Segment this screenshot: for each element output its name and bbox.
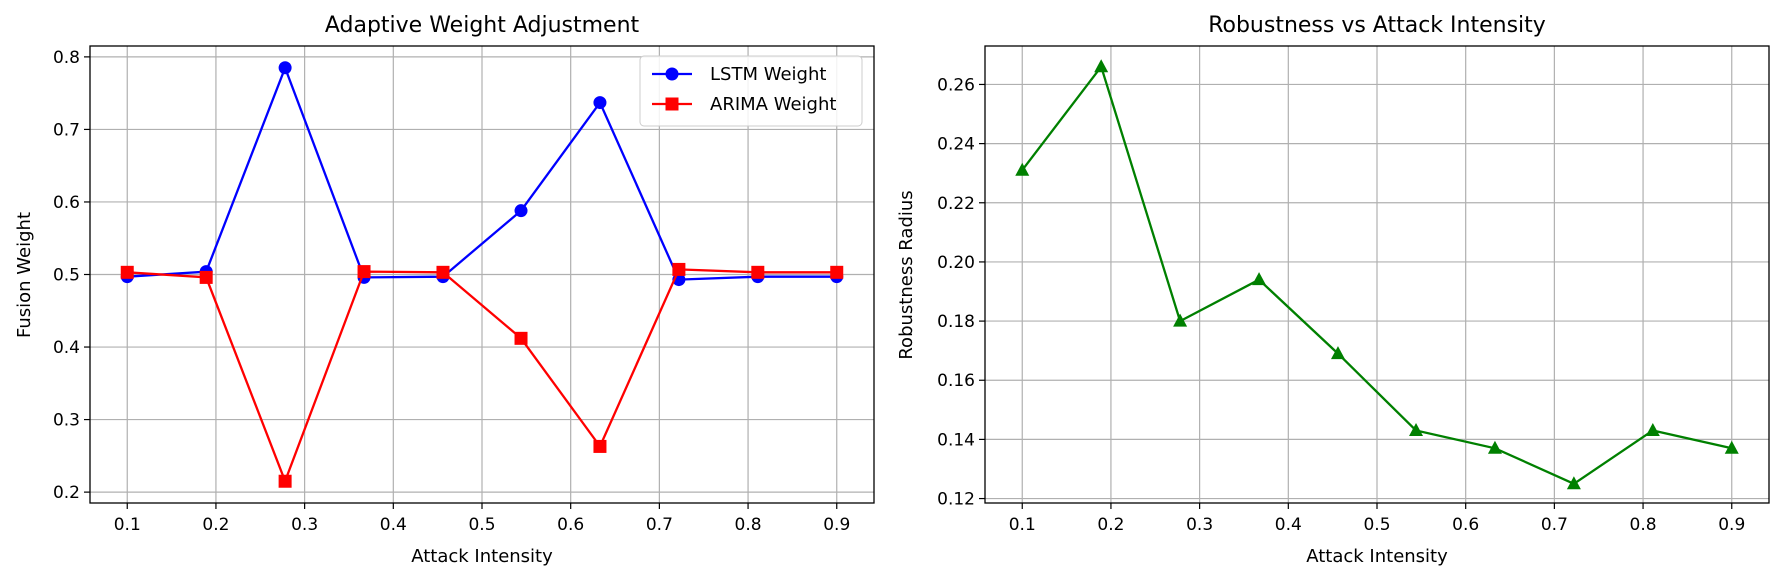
- data-point: [278, 61, 292, 75]
- data-point: [199, 270, 213, 284]
- y-tick-label: 0.26: [937, 75, 975, 95]
- series-line: [1021, 64, 1733, 486]
- legend-box: [639, 55, 863, 127]
- x-tick-label: 0.8: [1630, 515, 1657, 535]
- chart-adaptive-weight: Adaptive Weight Adjustment 0.1 0.2 0.3 0.4 0…: [14, 13, 875, 567]
- y-tick-label: 0.18: [937, 312, 975, 332]
- plot-area: [120, 61, 844, 488]
- data-point: [436, 265, 450, 279]
- chart-robustness: Robustness vs Attack Intensity 0.1 0.2 0.3…: [896, 13, 1770, 567]
- x-tick-label: 0.6: [1452, 515, 1479, 535]
- y-tick-label: 0.2: [53, 483, 80, 503]
- data-point: [1566, 476, 1581, 490]
- ticks: 0.1 0.2 0.3 0.4 0.5 0.6 0.7 0.8 0.9 0.2 0.3 0.4 0.5 0…: [53, 48, 850, 535]
- x-tick-label: 0.2: [202, 515, 229, 535]
- data-point: [593, 96, 607, 110]
- x-tick-label: 0.1: [1009, 515, 1036, 535]
- data-point: [1252, 272, 1267, 286]
- legend-item-lstm: LSTM Weight: [652, 64, 826, 85]
- x-tick-label: 0.2: [1097, 515, 1124, 535]
- y-axis-label: Fusion Weight: [14, 212, 35, 338]
- x-axis-label: Attack Intensity: [411, 546, 553, 567]
- x-tick-label: 0.3: [291, 515, 318, 535]
- legend-label: ARIMA Weight: [710, 94, 836, 115]
- y-axis-label: Robustness Radius: [896, 190, 917, 359]
- chart-title: Adaptive Weight Adjustment: [325, 13, 640, 38]
- series-line: [127, 64, 837, 281]
- grid: [985, 46, 1769, 503]
- y-tick-label: 0.8: [53, 48, 80, 68]
- data-point: [830, 265, 844, 279]
- y-tick-label: 0.12: [937, 490, 975, 510]
- x-tick-label: 0.4: [380, 515, 407, 535]
- legend-marker-circle: [665, 67, 679, 81]
- data-point: [1015, 162, 1030, 176]
- plot-area: [1015, 59, 1739, 490]
- x-tick-label: 0.8: [735, 515, 762, 535]
- x-tick-label: 0.4: [1275, 515, 1302, 535]
- chart-title: Robustness vs Attack Intensity: [1208, 13, 1546, 38]
- legend: LSTM Weight ARIMA Weight: [639, 55, 863, 127]
- y-tick-label: 0.24: [937, 135, 975, 155]
- x-tick-label: 0.5: [1363, 515, 1390, 535]
- data-point: [751, 265, 765, 279]
- data-point: [593, 439, 607, 453]
- ticks: 0.1 0.2 0.3 0.4 0.5 0.6 0.7 0.8 0.9 0.12 0.14 0.16 0…: [937, 75, 1745, 535]
- data-point: [278, 474, 292, 488]
- data-point: [357, 265, 371, 279]
- data-point: [514, 204, 528, 218]
- data-point: [1487, 440, 1502, 454]
- y-tick-label: 0.5: [53, 266, 80, 286]
- data-point: [672, 262, 686, 276]
- data-point: [1409, 423, 1424, 437]
- x-tick-label: 0.7: [1541, 515, 1568, 535]
- data-point: [1094, 59, 1109, 73]
- y-tick-label: 0.7: [53, 120, 80, 140]
- x-tick-label: 0.9: [1718, 515, 1745, 535]
- x-axis-label: Attack Intensity: [1306, 546, 1448, 567]
- y-tick-label: 0.22: [937, 194, 975, 214]
- y-tick-label: 0.3: [53, 411, 80, 431]
- x-tick-label: 0.9: [823, 515, 850, 535]
- x-tick-label: 0.7: [646, 515, 673, 535]
- legend-item-arima: ARIMA Weight: [652, 94, 836, 115]
- y-tick-label: 0.16: [937, 371, 975, 391]
- x-tick-label: 0.1: [114, 515, 141, 535]
- y-tick-label: 0.14: [937, 430, 975, 450]
- data-point: [1330, 346, 1345, 360]
- y-tick-label: 0.4: [53, 338, 80, 358]
- x-tick-label: 0.6: [557, 515, 584, 535]
- y-tick-label: 0.6: [53, 193, 80, 213]
- data-point: [120, 265, 134, 279]
- data-point: [514, 331, 528, 345]
- x-tick-label: 0.3: [1186, 515, 1213, 535]
- legend-marker-square: [665, 97, 679, 111]
- y-tick-label: 0.20: [937, 253, 975, 273]
- legend-label: LSTM Weight: [710, 64, 826, 85]
- x-tick-label: 0.5: [468, 515, 495, 535]
- series-line: [127, 268, 837, 485]
- data-point: [1173, 313, 1188, 327]
- data-point: [1645, 423, 1660, 437]
- data-point: [1724, 440, 1739, 454]
